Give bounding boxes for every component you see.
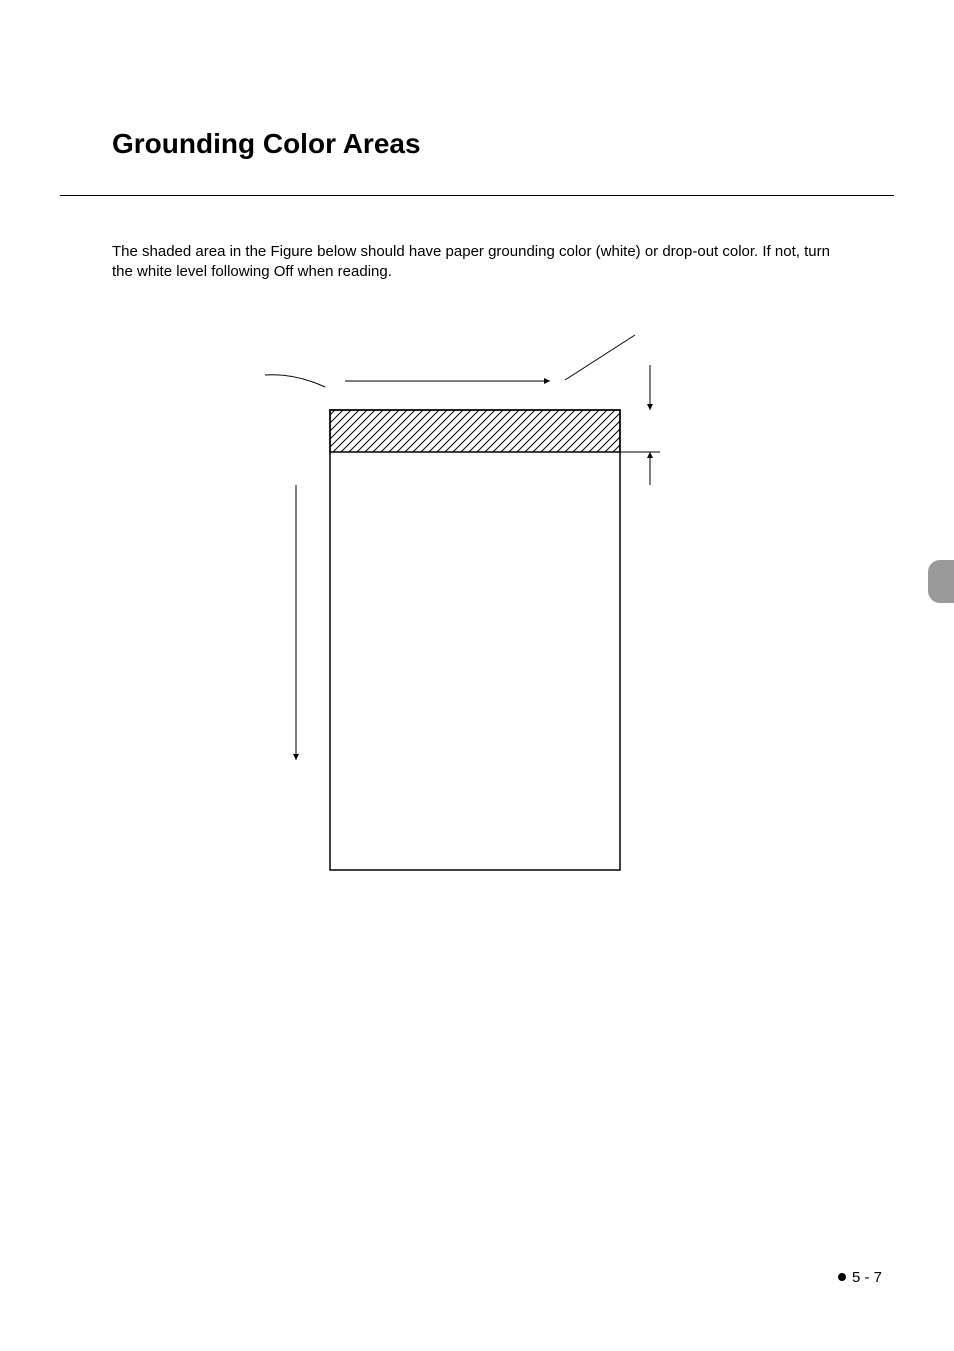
page: Grounding Color Areas The shaded area in… (0, 0, 954, 1351)
page-number: 5 - 7 (838, 1269, 882, 1286)
bullet-icon (838, 1273, 846, 1281)
grounding-diagram (260, 325, 700, 885)
body-paragraph: The shaded area in the Figure below shou… (112, 242, 842, 283)
page-title: Grounding Color Areas (112, 128, 421, 160)
page-number-text: 5 - 7 (852, 1269, 882, 1286)
title-rule (60, 195, 894, 196)
section-tab (928, 560, 954, 603)
